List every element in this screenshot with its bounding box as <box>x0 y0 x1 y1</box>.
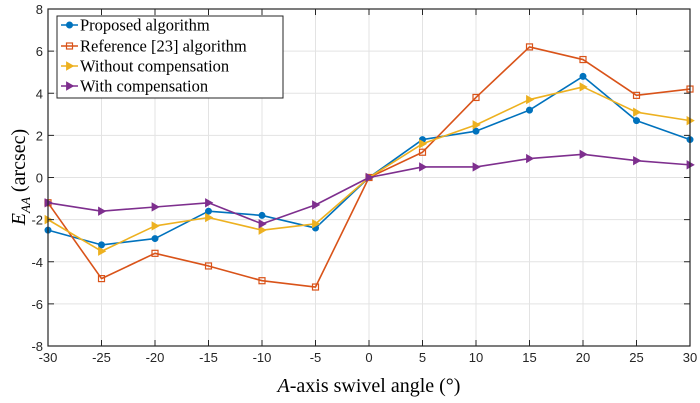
data-point <box>472 127 480 135</box>
x-tick-label: 10 <box>469 350 483 365</box>
data-point <box>97 275 106 283</box>
data-point <box>151 221 160 231</box>
data-point <box>419 139 428 149</box>
y-tick-label: 6 <box>36 44 43 59</box>
data-point <box>472 162 481 172</box>
data-point <box>632 91 641 99</box>
legend-box <box>56 15 284 99</box>
data-point <box>258 277 266 285</box>
data-point <box>151 235 159 243</box>
legend: Proposed algorithm Reference [23] algorit… <box>56 15 284 99</box>
data-point <box>205 207 212 215</box>
y-tick-label: 4 <box>36 86 43 101</box>
x-tick-label: -5 <box>310 350 322 365</box>
x-tick-label: -30 <box>39 350 58 365</box>
legend-label: With compensation <box>80 77 208 96</box>
y-tick-label: -6 <box>31 297 43 312</box>
y-tick-label: 0 <box>36 171 43 186</box>
data-point <box>258 211 266 219</box>
legend-entry: With compensation <box>61 77 208 96</box>
data-point <box>579 82 588 92</box>
legend-marker <box>65 42 74 50</box>
y-axis-title: EAA (arcsec) <box>8 129 33 226</box>
data-point <box>98 206 107 216</box>
data-point <box>633 155 642 166</box>
legend-label: Reference [23] algorithm <box>80 37 247 56</box>
data-point <box>365 172 374 183</box>
plot-frame <box>47 8 691 347</box>
data-point <box>526 153 535 164</box>
x-tick-label: -20 <box>146 350 165 365</box>
data-point <box>312 219 321 229</box>
data-point <box>526 94 535 105</box>
x-tick-label: 25 <box>629 350 643 365</box>
y-tick-label: -8 <box>31 339 43 354</box>
data-point <box>633 117 640 125</box>
x-tick-label: 15 <box>522 350 536 365</box>
x-tick-label: -15 <box>199 350 218 365</box>
data-point <box>472 93 480 102</box>
data-point <box>98 241 105 249</box>
x-tick-label: 30 <box>683 350 697 365</box>
legend-entry: Proposed algorithm <box>61 16 210 35</box>
legend-marker <box>66 21 73 29</box>
data-point <box>312 200 321 210</box>
data-point <box>204 262 213 270</box>
data-point <box>525 43 534 51</box>
x-tick-label: -25 <box>92 350 111 365</box>
data-point <box>205 198 214 208</box>
data-point <box>98 246 107 256</box>
legend-label: Without compensation <box>80 57 229 76</box>
legend-marker <box>66 81 75 91</box>
x-axis-title: A-axis swivel angle (°) <box>276 375 461 397</box>
data-point <box>151 249 159 257</box>
y-tick-label: 8 <box>36 2 43 17</box>
data-point <box>579 149 588 160</box>
data-point <box>205 212 214 223</box>
data-point <box>579 55 587 64</box>
data-point <box>151 202 160 212</box>
data-point <box>311 283 320 291</box>
data-point <box>579 72 587 80</box>
axes <box>47 8 691 347</box>
y-tick-label: 2 <box>36 128 43 143</box>
y-tick-label: -4 <box>31 255 43 270</box>
legend-entry: Reference [23] algorithm <box>61 37 247 56</box>
data-point <box>526 106 533 114</box>
x-tick-label: 20 <box>576 350 590 365</box>
y-tick-label: -2 <box>31 213 43 228</box>
data-point <box>258 225 267 235</box>
data-point <box>633 107 642 117</box>
data-point <box>418 148 427 156</box>
legend-label: Proposed algorithm <box>80 16 210 35</box>
x-tick-label: 5 <box>419 350 426 365</box>
legend-entry: Without compensation <box>61 57 229 76</box>
data-point <box>472 120 481 130</box>
tick-labels: -30 -25 -20 -15 -10 -5 0 5 10 15 20 25 30-8-6-4-2024… <box>31 2 697 365</box>
x-tick-label: 0 <box>365 350 372 365</box>
legend-marker <box>66 61 75 71</box>
x-tick-label: -10 <box>253 350 272 365</box>
data-point <box>419 162 428 172</box>
series-layer <box>44 43 695 291</box>
data-point <box>258 219 267 229</box>
